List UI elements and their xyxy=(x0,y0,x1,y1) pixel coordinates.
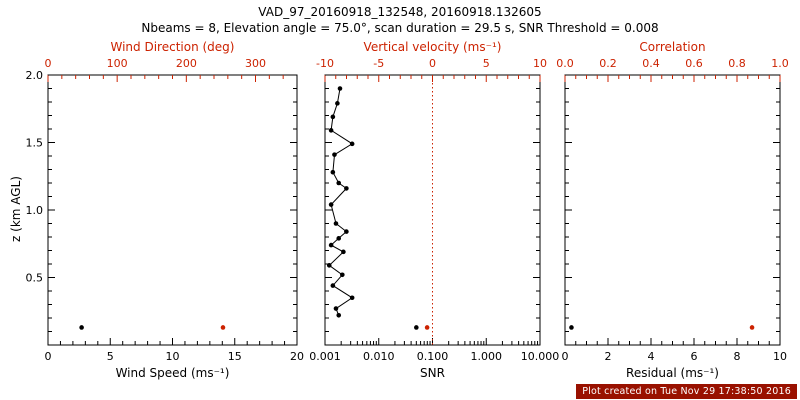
residual-point xyxy=(569,325,574,330)
x-tick-label: 2 xyxy=(605,350,612,363)
snr-profile-point xyxy=(336,236,342,241)
top-x-tick-label: 0 xyxy=(429,57,436,70)
snr-profile-point xyxy=(349,295,355,301)
snr-profile-point xyxy=(326,263,332,268)
snr-profile-line xyxy=(328,88,354,316)
bottom-axis-title: Wind Speed (ms⁻¹) xyxy=(116,366,230,380)
top-x-tick-label: 0 xyxy=(45,57,52,70)
snr-profile-point xyxy=(336,180,342,186)
plot-title: VAD_97_20160918_132548, 20160918.132605 xyxy=(258,5,542,19)
snr-profile-point xyxy=(328,128,334,133)
top-x-tick-label: 0.2 xyxy=(599,57,617,70)
snr-profile-point xyxy=(344,229,349,234)
residual-panel-frame xyxy=(564,74,781,346)
snr-profile-point xyxy=(349,141,355,147)
snr-profile-point xyxy=(344,186,349,191)
snr-profile-point xyxy=(340,272,345,278)
top-x-tick-label: 0.0 xyxy=(556,57,574,70)
snr-profile-point xyxy=(330,283,336,288)
y-tick-label: 1.5 xyxy=(26,137,44,150)
snr-profile-point xyxy=(333,306,339,311)
top-x-tick-label: 1.0 xyxy=(771,57,789,70)
x-tick-label: 10 xyxy=(166,350,180,363)
snr-profile-point xyxy=(330,169,336,175)
wind-speed-point xyxy=(79,325,84,330)
snr-profile-point xyxy=(336,313,342,318)
x-tick-label: 1.000 xyxy=(471,350,503,363)
x-tick-label: 0.001 xyxy=(309,350,341,363)
snr-surface-point xyxy=(414,325,419,330)
x-tick-label: 4 xyxy=(648,350,655,363)
top-x-tick-label: 0.6 xyxy=(685,57,703,70)
x-tick-label: 20 xyxy=(290,350,304,363)
snr-profile-point xyxy=(332,152,337,157)
bottom-axis-title: Residual (ms⁻¹) xyxy=(626,366,719,380)
top-x-tick-label: 200 xyxy=(176,57,197,70)
x-tick-label: 10.000 xyxy=(521,350,560,363)
top-x-tick-label: -10 xyxy=(316,57,334,70)
y-tick-label: 1.0 xyxy=(26,204,44,217)
x-tick-label: 0 xyxy=(562,350,569,363)
correlation-point xyxy=(749,325,755,330)
snr-profile-point xyxy=(333,221,339,226)
x-tick-label: 0.010 xyxy=(363,350,395,363)
plot-created-banner: Plot created on Tue Nov 29 17:38:50 2016 xyxy=(576,384,797,399)
y-tick-label: 0.5 xyxy=(26,272,44,285)
top-x-tick-label: 0.8 xyxy=(728,57,746,70)
snr-profile-point xyxy=(328,242,334,248)
snr-profile-point xyxy=(335,101,340,106)
snr-profile-point xyxy=(330,114,336,120)
top-x-tick-label: 10 xyxy=(533,57,547,70)
x-tick-label: 6 xyxy=(691,350,698,363)
snr-profile-point xyxy=(341,249,346,255)
y-axis-title: z (km AGL) xyxy=(9,176,23,242)
vertical-velocity-point xyxy=(424,325,430,330)
snr-profile-point xyxy=(337,86,343,91)
top-x-tick-label: -5 xyxy=(373,57,384,70)
snr-profile-point xyxy=(328,202,334,207)
top-axis-title: Wind Direction (deg) xyxy=(111,40,235,54)
x-tick-label: 5 xyxy=(107,350,114,363)
wind-panel-frame xyxy=(47,74,298,346)
top-axis-title: Correlation xyxy=(639,40,705,54)
plot-subtitle: Nbeams = 8, Elevation angle = 75.0°, sca… xyxy=(141,21,659,35)
x-tick-label: 15 xyxy=(228,350,242,363)
x-tick-label: 10 xyxy=(773,350,787,363)
top-x-tick-label: 300 xyxy=(245,57,266,70)
x-tick-label: 0.100 xyxy=(417,350,449,363)
wind-direction-point xyxy=(220,325,226,330)
top-x-tick-label: 5 xyxy=(483,57,490,70)
x-tick-label: 8 xyxy=(734,350,741,363)
y-tick-label: 2.0 xyxy=(26,69,44,82)
top-x-tick-label: 0.4 xyxy=(642,57,660,70)
top-axis-title: Vertical velocity (ms⁻¹) xyxy=(364,40,502,54)
bottom-axis-title: SNR xyxy=(420,366,445,380)
top-x-tick-label: 100 xyxy=(107,57,128,70)
x-tick-label: 0 xyxy=(45,350,52,363)
